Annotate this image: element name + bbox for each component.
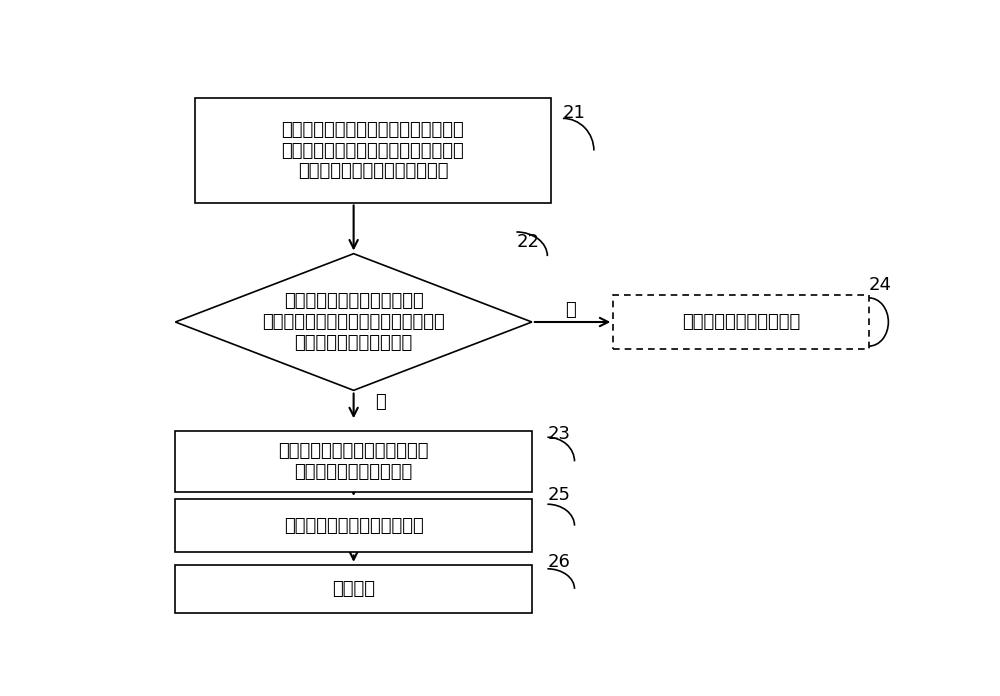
FancyBboxPatch shape: [175, 499, 532, 553]
Text: 获取快捷启动指令对应的应用: 获取快捷启动指令对应的应用: [284, 516, 424, 535]
FancyBboxPatch shape: [175, 564, 532, 613]
Text: 在触摸时长大于时长阈值时，
判断电子设备预存的指纹库中是否存在
与操作指纹相匹配的指纹: 在触摸时长大于时长阈值时， 判断电子设备预存的指纹库中是否存在 与操作指纹相匹配…: [262, 292, 445, 351]
Text: 26: 26: [547, 553, 570, 571]
Text: 23: 23: [547, 425, 570, 443]
Text: 是: 是: [375, 393, 386, 411]
Text: 25: 25: [547, 487, 570, 505]
Text: 当检测到操作体触摸电子设备的指纹识
别区时，采集操作体的操作指纹以及操
作体触摸指纹识别区的触摸时长: 当检测到操作体触摸电子设备的指纹识 别区时，采集操作体的操作指纹以及操 作体触摸…: [282, 120, 464, 180]
Polygon shape: [175, 253, 532, 390]
Text: 21: 21: [563, 104, 586, 122]
Text: 22: 22: [516, 233, 539, 251]
FancyBboxPatch shape: [195, 98, 551, 203]
FancyBboxPatch shape: [613, 295, 869, 349]
Text: 否: 否: [565, 301, 576, 319]
FancyBboxPatch shape: [175, 431, 532, 492]
Text: 提示重新按压指纹识别区: 提示重新按压指纹识别区: [682, 313, 800, 331]
Text: 从预设指令库中查找与匹配的指
纹相对应的快捷启动指令: 从预设指令库中查找与匹配的指 纹相对应的快捷启动指令: [278, 442, 429, 481]
Text: 启动应用: 启动应用: [332, 580, 375, 598]
Text: 24: 24: [869, 276, 892, 294]
